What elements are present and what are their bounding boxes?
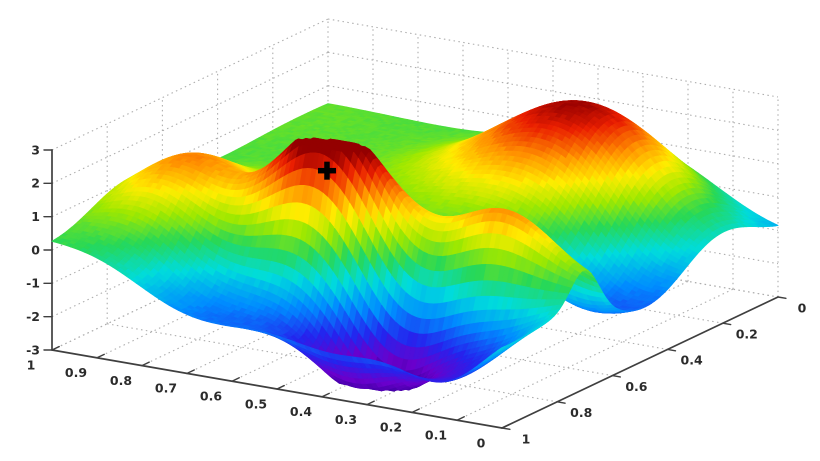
surface-figure xyxy=(0,0,820,461)
surface-plot-canvas xyxy=(0,0,820,461)
